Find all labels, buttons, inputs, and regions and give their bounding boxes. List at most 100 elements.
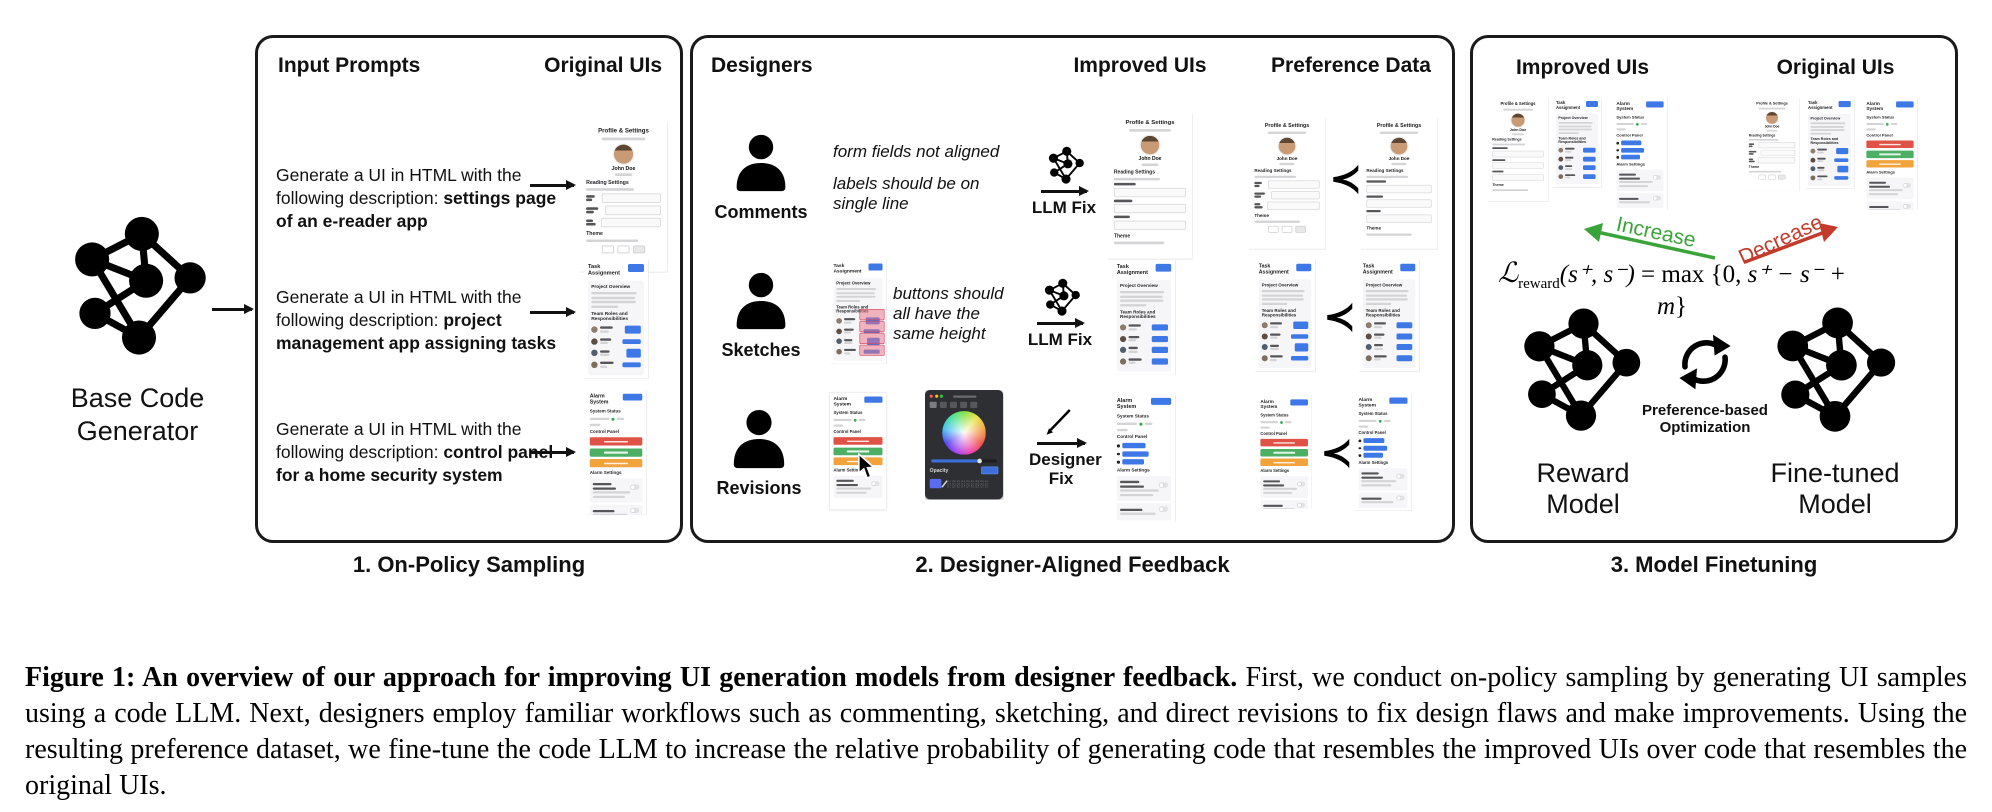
section-title: Reading Settings xyxy=(1366,168,1404,174)
member-row xyxy=(1365,343,1413,351)
primary-button xyxy=(1155,263,1172,272)
thumb-title: Profile & Settings xyxy=(1125,119,1175,126)
section-title: Reading Settings xyxy=(1492,138,1522,142)
content-card: Project Overview Team Roles and Responsi… xyxy=(1362,279,1416,368)
section-title: Alarm Settings xyxy=(589,471,622,476)
base-code-generator-icon xyxy=(68,212,210,358)
field-label xyxy=(586,194,600,203)
thumb-title: Profile & Settings xyxy=(1376,123,1422,129)
placeholder-text-bar xyxy=(1391,162,1407,166)
select-field xyxy=(1113,187,1187,197)
swatch-row xyxy=(929,478,999,489)
select-field xyxy=(1366,199,1432,208)
settings-card xyxy=(1616,193,1664,208)
status-row xyxy=(1616,121,1663,126)
settings-card xyxy=(1116,503,1172,521)
flow-arrow xyxy=(530,184,574,187)
select-field xyxy=(1271,191,1320,200)
section-title: Project Overview xyxy=(1365,283,1403,288)
finetuned-model-label: Fine-tuned Model xyxy=(1770,458,1900,519)
form-row xyxy=(586,193,661,204)
user-name: John Doe xyxy=(1388,156,1410,161)
settings-card xyxy=(1116,476,1172,502)
field-label xyxy=(1748,158,1758,164)
section-title: Control Panel xyxy=(1866,133,1893,138)
member-row xyxy=(1558,147,1596,153)
section-title: Project Overview xyxy=(1261,283,1299,288)
form-row xyxy=(1254,180,1320,189)
placeholder-text-bar xyxy=(1129,128,1171,132)
content-card: Project Overview Team Roles and Responsi… xyxy=(1808,113,1851,187)
thumb-title: Alarm System xyxy=(833,396,851,408)
primary-button xyxy=(868,263,883,271)
form-group xyxy=(1492,158,1544,169)
theme-options xyxy=(586,245,661,254)
thumb-title: Profile & Settings xyxy=(598,128,649,135)
member-row xyxy=(591,337,641,345)
assign-button xyxy=(1294,343,1309,352)
mouse-cursor-icon xyxy=(857,453,876,480)
content-card: Project Overview Team Roles and Responsi… xyxy=(588,280,644,376)
avatar xyxy=(1390,137,1408,155)
ui-thumbnail-alarm-system-original: Alarm System System Status Control Panel… xyxy=(1257,396,1312,509)
arm-button-orange xyxy=(1866,160,1914,168)
pref-pair-profile-improved: Profile & Settings John Doe Reading Sett… xyxy=(1361,118,1438,250)
thumb-title: Alarm System xyxy=(1616,101,1634,112)
thumb-header: Task Assignment xyxy=(1117,263,1172,276)
ui-thumbnail-task-assignment-improved: Task Assignment Project Overview Team Ro… xyxy=(1359,260,1419,371)
member-row xyxy=(1810,165,1849,173)
primary-button xyxy=(1296,263,1312,272)
caption-designer-aligned-feedback: 2. Designer-Aligned Feedback xyxy=(915,552,1230,577)
thumb-title: Profile & Settings xyxy=(1264,123,1310,129)
form-group xyxy=(1492,170,1544,181)
preference-optimization-icon xyxy=(1671,330,1739,394)
assign-button xyxy=(1293,321,1309,330)
thumb-header: Task Assignment xyxy=(1808,101,1851,111)
control-button xyxy=(1363,438,1385,444)
arm-button-red xyxy=(1260,439,1308,447)
figure-caption: Figure 1: An overview of our approach fo… xyxy=(25,660,1967,804)
ui-thumbnail-alarm-system-improved: Alarm System System Status Control Panel… xyxy=(1355,394,1411,511)
ui-thumbnail-task-assignment-original: Task Assignment Project Overview Team Ro… xyxy=(1255,260,1315,371)
control-row xyxy=(1616,147,1663,153)
field-label xyxy=(1748,150,1758,156)
ui-thumbnail-alarm-system-revision: Alarm System System Status Control Panel… xyxy=(830,393,886,510)
form-group xyxy=(1366,195,1432,208)
assign-button xyxy=(1291,333,1309,339)
precedes-symbol: ≺ xyxy=(1323,294,1357,340)
assign-button xyxy=(1837,165,1849,173)
ui-thumbnail-alarm-system-original: Alarm System System Status Control Panel… xyxy=(586,390,646,515)
thumb-header: Alarm System xyxy=(590,393,643,406)
thumb-title: Task Assignment xyxy=(833,263,862,275)
header-improved-uis: Improved UIs xyxy=(1073,54,1207,77)
thumb-header: Alarm System xyxy=(1616,101,1664,112)
flow-arrow xyxy=(1041,190,1087,193)
placeholder-text-bar xyxy=(1766,129,1778,132)
toggle xyxy=(1297,481,1306,487)
form-row xyxy=(586,205,661,216)
precedes-symbol: ≺ xyxy=(1320,430,1354,476)
control-row xyxy=(1116,451,1171,457)
palette-tab-icon xyxy=(949,401,957,408)
section-title: Team Roles and Responsibilities xyxy=(836,305,869,315)
thumb-box-alarm-revision: Alarm System System Status Control Panel… xyxy=(830,393,887,510)
placeholder-text-bar xyxy=(1366,175,1409,179)
user-name: John Doe xyxy=(1276,156,1298,161)
color-wheel xyxy=(942,411,986,455)
figure-caption-text: First, we conduct on-policy sampling by … xyxy=(25,662,1967,801)
section-title: Theme xyxy=(1113,233,1131,239)
select-field xyxy=(1113,220,1187,230)
section-title: Theme xyxy=(1492,183,1504,188)
control-row xyxy=(1358,452,1408,458)
thumb-header: Alarm System xyxy=(833,396,883,408)
section-title: Reading Settings xyxy=(1254,168,1292,174)
select-field xyxy=(1268,180,1320,189)
select-field xyxy=(1758,142,1796,149)
member-row xyxy=(1119,323,1169,331)
current-color-swatch xyxy=(929,478,942,489)
color-picker-panel: Opacity xyxy=(925,390,1003,500)
comment-note-1: form fields not aligned xyxy=(833,142,1000,161)
control-button xyxy=(1363,452,1383,458)
increase-arrow: Increase xyxy=(1584,216,1716,260)
settings-card xyxy=(589,478,643,503)
